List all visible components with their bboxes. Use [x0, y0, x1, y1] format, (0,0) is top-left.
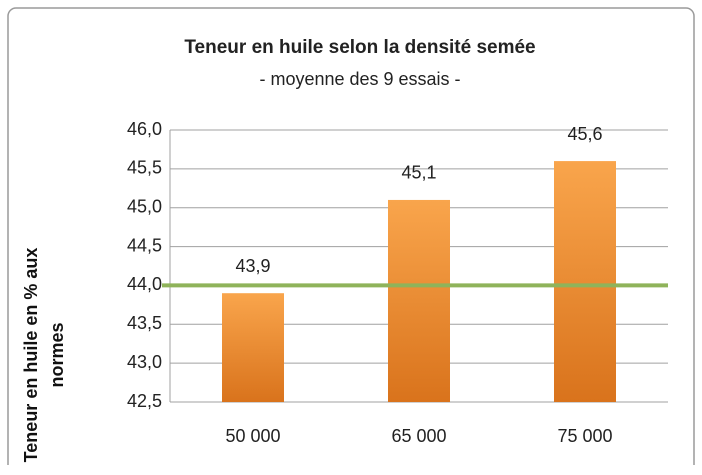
y-tick-label: 42,5	[127, 391, 162, 411]
chart-subtitle: - moyenne des 9 essais -	[259, 69, 460, 89]
y-tick-label: 43,0	[127, 352, 162, 372]
chart: Teneur en huile selon la densité semée -…	[7, 7, 695, 465]
y-tick-label: 43,5	[127, 313, 162, 333]
value-label: 45,1	[401, 163, 436, 183]
x-tick-label: 65 000	[391, 426, 446, 446]
y-axis-label: Teneur en huile en % aux normes	[21, 247, 67, 463]
chart-title: Teneur en huile selon la densité semée	[184, 37, 535, 58]
bar	[388, 199, 450, 402]
bar	[222, 293, 284, 402]
y-tick-label: 45,0	[127, 196, 162, 216]
y-tick-label: 45,5	[127, 158, 162, 178]
x-tick-label: 75 000	[557, 426, 612, 446]
chart-border	[7, 7, 695, 465]
y-tick-label: 44,5	[127, 235, 162, 255]
page: Teneur en huile selon la densité semée -…	[7, 7, 695, 465]
bar	[554, 161, 616, 402]
value-label: 43,9	[235, 256, 270, 276]
y-tick-label: 44,0	[127, 274, 162, 294]
value-label: 45,6	[567, 124, 602, 144]
y-tick-label: 46,0	[127, 119, 162, 139]
x-tick-label: 50 000	[225, 426, 280, 446]
